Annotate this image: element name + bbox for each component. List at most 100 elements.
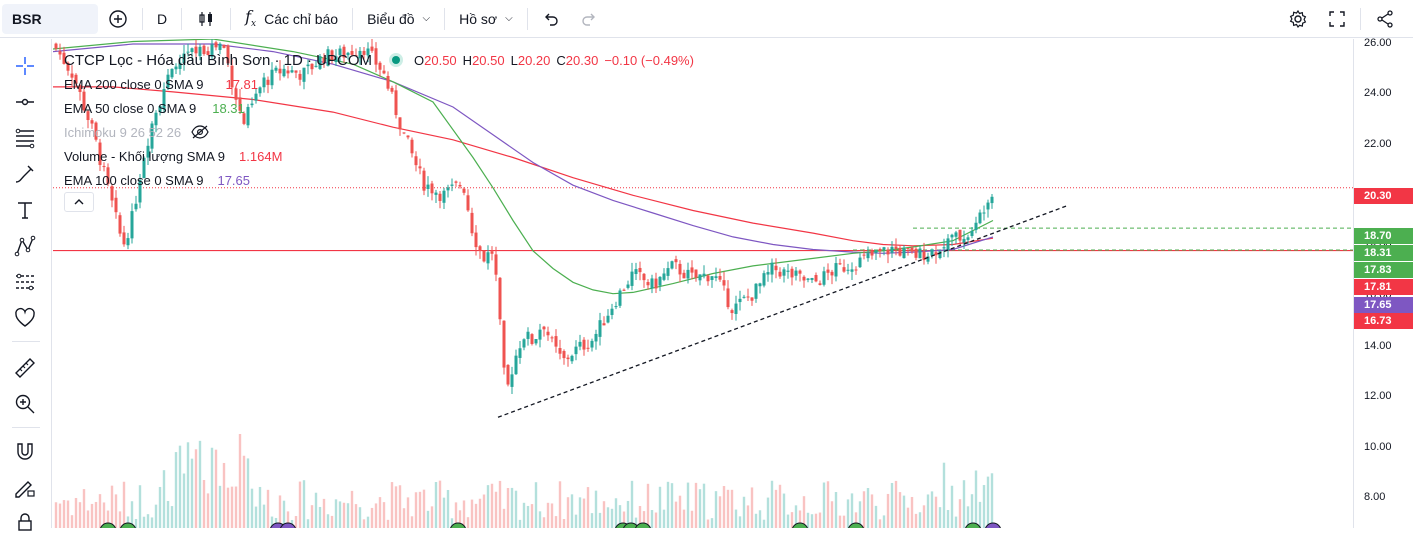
- candle-body: [286, 70, 290, 74]
- volume-bar: [722, 486, 726, 528]
- candle-body: [290, 70, 294, 73]
- legend-title: CTCP Lọc - Hóa dầu Bình Sơn · 1D · UPCOM: [64, 51, 372, 69]
- candle-body: [74, 74, 78, 84]
- volume-bar: [966, 506, 970, 528]
- volume-bar: [346, 503, 350, 528]
- candle-body: [970, 230, 974, 236]
- candle-body: [742, 296, 746, 298]
- undo-icon: [544, 13, 558, 26]
- legend-indicator-ema50[interactable]: EMA 50 close 0 SMA 9 18.31: [64, 96, 694, 120]
- legend-indicator-volume[interactable]: Volume - Khối lượng SMA 9 1.164M: [64, 144, 694, 168]
- volume-bar: [666, 481, 670, 528]
- interval-button[interactable]: D: [147, 4, 177, 34]
- volume-bar: [502, 508, 506, 528]
- plus-circle-icon: [109, 9, 127, 28]
- chart-menu-button[interactable]: Biểu đồ ⌵: [357, 4, 440, 34]
- volume-bar: [514, 490, 518, 528]
- crosshair-tool[interactable]: [10, 51, 40, 81]
- candle-body: [318, 56, 322, 69]
- volume-bar: [386, 519, 390, 528]
- candle-body: [182, 53, 186, 63]
- measure-tool[interactable]: [10, 353, 40, 383]
- legend-indicator-ema200[interactable]: EMA 200 close 0 SMA 9 17.81: [64, 72, 694, 96]
- candle-body: [106, 167, 110, 184]
- candle-body: [622, 289, 626, 291]
- indicators-button[interactable]: fx Các chỉ báo: [235, 4, 348, 34]
- redo-button[interactable]: [570, 4, 608, 34]
- zoom-icon: [15, 394, 35, 414]
- price-chart[interactable]: [53, 39, 1353, 528]
- candle-body: [234, 88, 238, 100]
- price-tick-label: 26.00: [1364, 37, 1392, 49]
- ohlc-high-label: H: [462, 52, 473, 68]
- volume-bar: [282, 500, 286, 528]
- volume-bar: [626, 500, 630, 528]
- fib-tool[interactable]: [10, 123, 40, 153]
- candle-body: [162, 89, 166, 110]
- undo-button[interactable]: [532, 4, 570, 34]
- candle-body: [798, 270, 802, 274]
- volume-bar: [62, 500, 66, 528]
- candle-body: [302, 67, 306, 82]
- legend-collapse-button[interactable]: [64, 192, 94, 212]
- volume-bar: [734, 509, 738, 528]
- legend-indicator-ichimoku[interactable]: Ichimoku 9 26 52 26: [64, 120, 694, 144]
- volume-bar: [570, 494, 574, 528]
- candle-body: [238, 97, 242, 111]
- candle-body: [610, 308, 614, 315]
- candle-body: [626, 284, 630, 288]
- volume-bar: [222, 462, 226, 528]
- volume-bar: [934, 496, 938, 528]
- lock-drawing-tool[interactable]: [10, 473, 40, 503]
- settings-button[interactable]: [1278, 4, 1318, 34]
- event-marker: [623, 522, 639, 528]
- candle-body: [934, 252, 938, 256]
- candle-body: [854, 269, 858, 271]
- volume-bar: [374, 503, 378, 528]
- zoom-tool[interactable]: [10, 389, 40, 419]
- candle-body: [694, 269, 698, 278]
- toolbar-divider: [230, 7, 232, 30]
- symbol-search-button[interactable]: BSR: [2, 3, 98, 34]
- legend-indicator-ema100[interactable]: EMA 100 close 0 SMA 9 17.65: [64, 168, 694, 192]
- crosshair-icon: [16, 57, 34, 75]
- trend-line-tool[interactable]: [10, 87, 40, 117]
- fullscreen-button[interactable]: [1318, 4, 1356, 34]
- volume-bar: [814, 513, 818, 528]
- volume-bar: [982, 485, 986, 528]
- chart-type-button[interactable]: [186, 4, 226, 34]
- profile-menu-button[interactable]: Hồ sơ ⌵: [449, 4, 523, 34]
- eye-off-icon[interactable]: [191, 125, 209, 139]
- pattern-tool[interactable]: [10, 231, 40, 261]
- candle-body: [802, 276, 806, 281]
- candle-body: [618, 290, 622, 306]
- text-tool[interactable]: [10, 195, 40, 225]
- volume-bar: [522, 502, 526, 528]
- compare-button[interactable]: [98, 4, 138, 34]
- candle-body: [834, 263, 838, 277]
- volume-bar: [338, 501, 342, 528]
- volume-bar: [702, 483, 706, 528]
- volume-bar: [402, 508, 406, 528]
- prediction-tool[interactable]: [10, 267, 40, 297]
- magnet-tool[interactable]: [10, 437, 40, 467]
- candle-body: [446, 187, 450, 191]
- share-button[interactable]: [1365, 4, 1405, 34]
- candle-body: [706, 275, 710, 282]
- volume-bar: [654, 512, 658, 528]
- favorites-tool[interactable]: [10, 303, 40, 333]
- candle-body: [750, 297, 754, 301]
- volume-bar: [214, 449, 218, 528]
- candle-body: [350, 51, 354, 55]
- candle-body: [258, 87, 262, 94]
- volume-bar: [334, 499, 338, 528]
- hide-drawings-tool[interactable]: [10, 507, 40, 537]
- candle-body: [266, 79, 270, 85]
- price-axis[interactable]: 26.0024.0022.0020.0018.0016.0014.0012.00…: [1353, 37, 1413, 528]
- indicator-name: EMA 200 close 0 SMA 9: [64, 76, 204, 92]
- volume-bar: [798, 510, 802, 528]
- candle-body: [698, 274, 702, 281]
- brush-tool[interactable]: [10, 159, 40, 189]
- candle-body: [206, 51, 210, 56]
- candle-body: [66, 62, 70, 71]
